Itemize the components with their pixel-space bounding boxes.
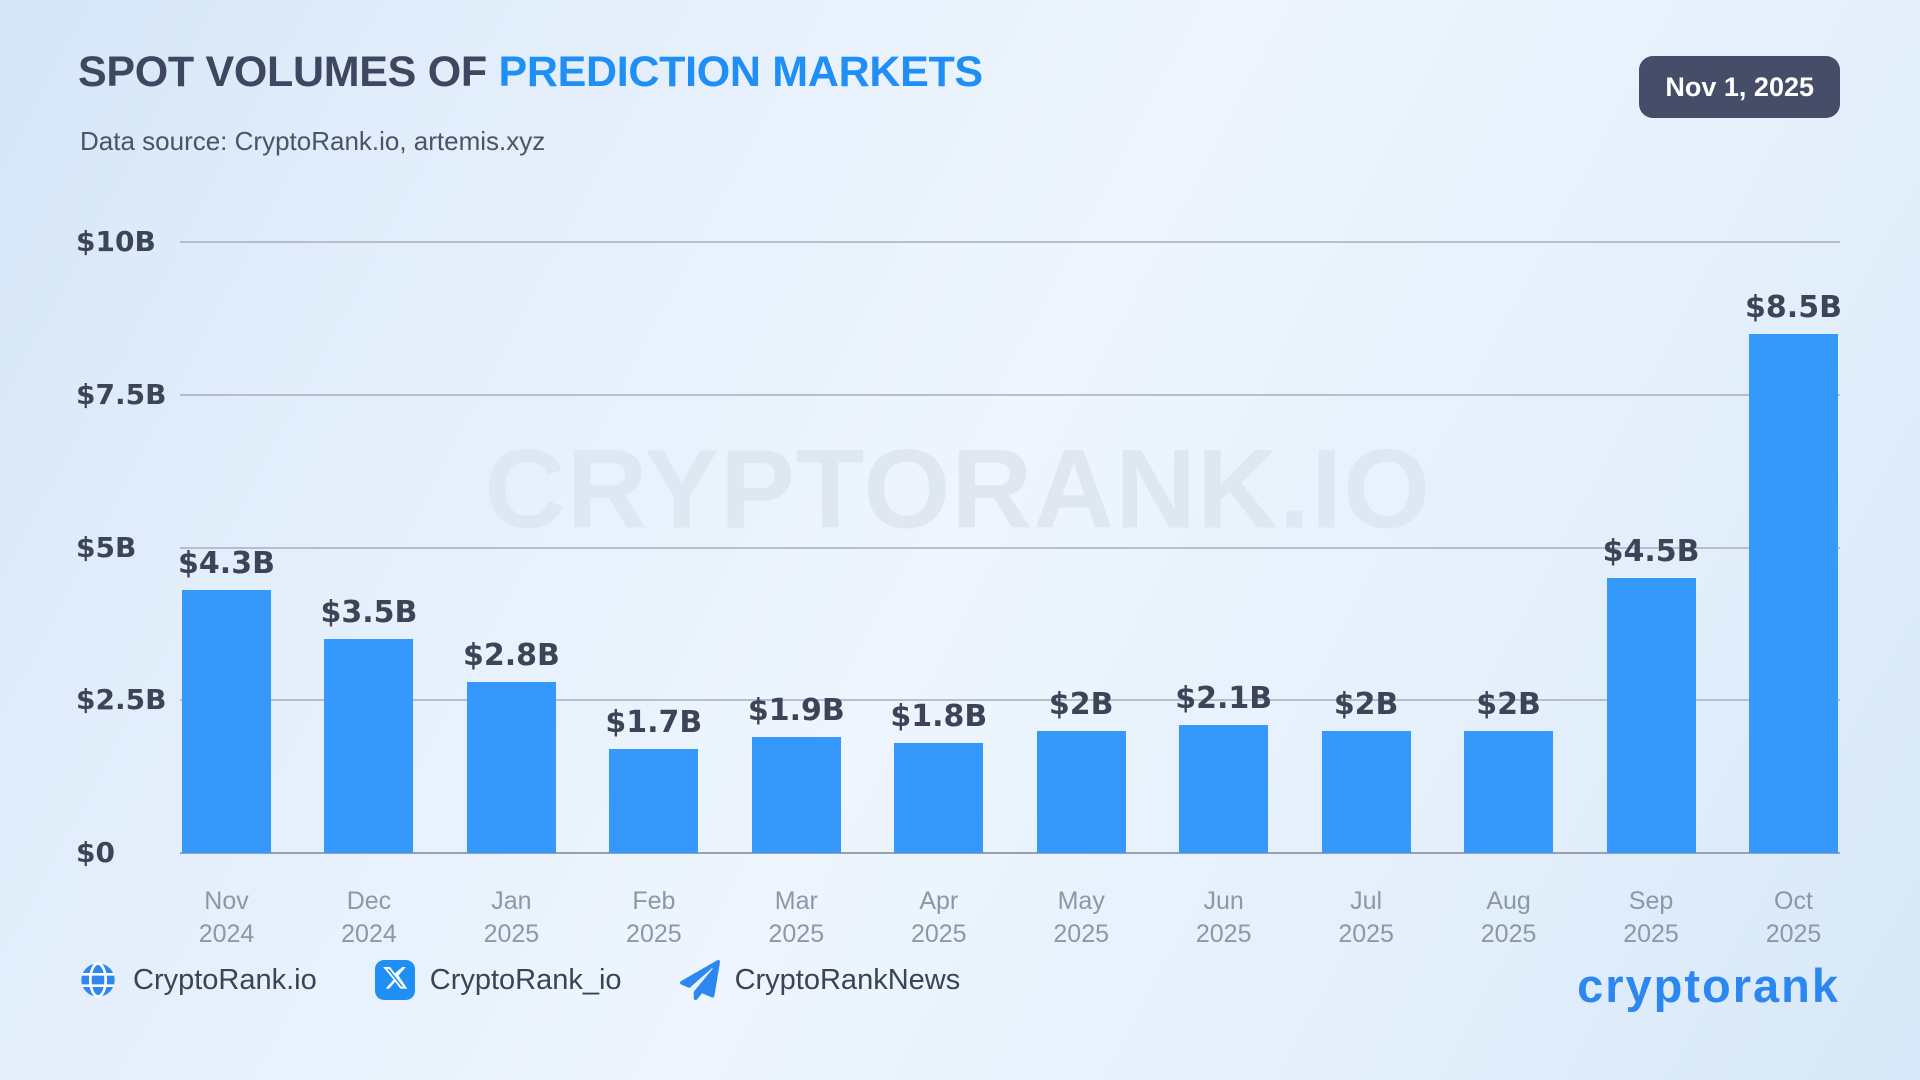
footer-twitter: CryptoRank_io xyxy=(374,960,622,1000)
bar-value-label: $2.1B xyxy=(1175,680,1273,716)
x-axis-label-year: 2025 xyxy=(910,920,967,948)
bar xyxy=(1321,730,1411,853)
bar-value-label: $1.7B xyxy=(605,705,703,741)
bar xyxy=(1464,730,1554,853)
bar xyxy=(1606,578,1696,853)
x-axis-label: Apr 2025 xyxy=(911,885,967,951)
x-axis-label-year: 2025 xyxy=(1195,920,1252,948)
x-axis-label-month: Oct xyxy=(1774,887,1813,915)
gridline xyxy=(180,241,1840,243)
x-axis-label: Jun 2025 xyxy=(1196,885,1252,951)
x-axis-label: Dec 2024 xyxy=(341,885,397,951)
y-axis-tick-label: $5B xyxy=(76,530,137,564)
y-axis-tick-label: $10B xyxy=(76,225,156,258)
x-axis-label-year: 2024 xyxy=(198,920,255,948)
cryptorank-logo: cryptorank xyxy=(1577,959,1840,1012)
bar-value-label: $3.5B xyxy=(320,595,418,631)
x-axis-label-month: Feb xyxy=(632,887,676,915)
title-dark-part: SPOT VOLUMES OF xyxy=(78,48,487,96)
data-source-note: Data source: CryptoRank.io, artemis.xyz xyxy=(80,126,546,156)
x-axis-label-year: 2025 xyxy=(1480,920,1537,948)
footer-twitter-label: CryptoRank_io xyxy=(429,963,622,996)
x-axis-label-month: Jul xyxy=(1350,887,1383,915)
bar xyxy=(609,749,699,853)
bar xyxy=(751,736,841,853)
x-axis-label-month: May xyxy=(1057,887,1105,915)
x-icon xyxy=(374,960,415,1000)
x-axis-label-month: Mar xyxy=(774,887,818,915)
bar-value-label: $4.3B xyxy=(178,546,275,582)
gridline xyxy=(180,393,1840,396)
bar xyxy=(894,743,984,853)
gridline xyxy=(180,852,1840,854)
x-axis-label: Feb 2025 xyxy=(626,885,682,951)
date-badge: Nov 1, 2025 xyxy=(1639,56,1840,118)
watermark-text: CRYPTORANK.IO xyxy=(484,426,1432,552)
x-axis-label-year: 2025 xyxy=(1338,920,1394,948)
x-axis-label: Oct 2025 xyxy=(1766,885,1822,951)
bar xyxy=(1749,333,1838,853)
bar-value-label: $2B xyxy=(1333,686,1399,722)
x-axis-label-year: 2024 xyxy=(341,920,397,948)
bar-chart: $10B $7.5B $5B $2.5B $0 $4.3B Nov 2024 $3.5B Dec 2… xyxy=(76,225,1842,948)
gridline xyxy=(180,699,1840,702)
bar xyxy=(1179,724,1269,853)
gridline xyxy=(180,546,1840,549)
x-axis-label-month: Jan xyxy=(491,887,532,915)
x-axis-label: Jan 2025 xyxy=(484,885,540,951)
bar-value-label: $2B xyxy=(1476,686,1541,722)
x-axis-label-year: 2025 xyxy=(626,920,682,948)
x-axis-label: Mar 2025 xyxy=(769,885,825,951)
x-axis-label-month: Dec xyxy=(346,887,392,915)
x-axis-label: Nov 2024 xyxy=(199,885,255,951)
bar-value-label: $4.5B xyxy=(1602,534,1700,570)
x-axis-label-month: Aug xyxy=(1486,887,1531,915)
x-axis-label-year: 2025 xyxy=(768,920,825,948)
x-axis-label-month: Nov xyxy=(204,887,249,915)
x-axis-label-month: Apr xyxy=(919,887,959,915)
title-accent-part: PREDICTION MARKETS xyxy=(498,48,983,96)
x-axis-label-year: 2025 xyxy=(483,920,540,948)
y-axis-tick-label: $0 xyxy=(76,836,115,869)
y-axis-tick-label: $7.5B xyxy=(76,377,167,411)
bar-value-label: $8.5B xyxy=(1745,289,1842,325)
footer-website: CryptoRank.io xyxy=(78,960,317,1000)
globe-icon xyxy=(81,962,115,998)
bar xyxy=(324,639,414,853)
y-axis-tick-label: $2.5B xyxy=(76,683,167,717)
x-axis-label: Jul 2025 xyxy=(1338,885,1394,951)
x-axis-label-month: Sep xyxy=(1628,887,1674,915)
bar-value-label: $1.8B xyxy=(890,699,988,735)
x-axis-label: Sep 2025 xyxy=(1623,885,1679,951)
bar-value-label: $2.8B xyxy=(462,637,560,673)
bar xyxy=(1036,730,1126,853)
footer-website-label: CryptoRank.io xyxy=(133,963,317,996)
telegram-icon xyxy=(679,960,720,1000)
footer-social-row: CryptoRank.io CryptoRank_io CryptoRankNe… xyxy=(78,960,960,1000)
x-axis-label-year: 2025 xyxy=(1623,920,1679,948)
x-axis-label-month: Jun xyxy=(1203,887,1244,915)
bar xyxy=(466,681,556,853)
bar-value-label: $1.9B xyxy=(747,692,845,728)
bar xyxy=(182,590,271,853)
x-axis-label-year: 2025 xyxy=(1765,920,1822,948)
page-title: SPOT VOLUMES OF PREDICTION MARKETS xyxy=(78,48,983,97)
footer-telegram-label: CryptoRankNews xyxy=(734,963,961,996)
bar-value-label: $2B xyxy=(1048,686,1114,722)
x-axis-label: May 2025 xyxy=(1053,885,1109,951)
x-axis-label-year: 2025 xyxy=(1053,920,1110,948)
x-axis-label: Aug 2025 xyxy=(1481,885,1537,951)
footer-telegram: CryptoRankNews xyxy=(679,960,961,1000)
